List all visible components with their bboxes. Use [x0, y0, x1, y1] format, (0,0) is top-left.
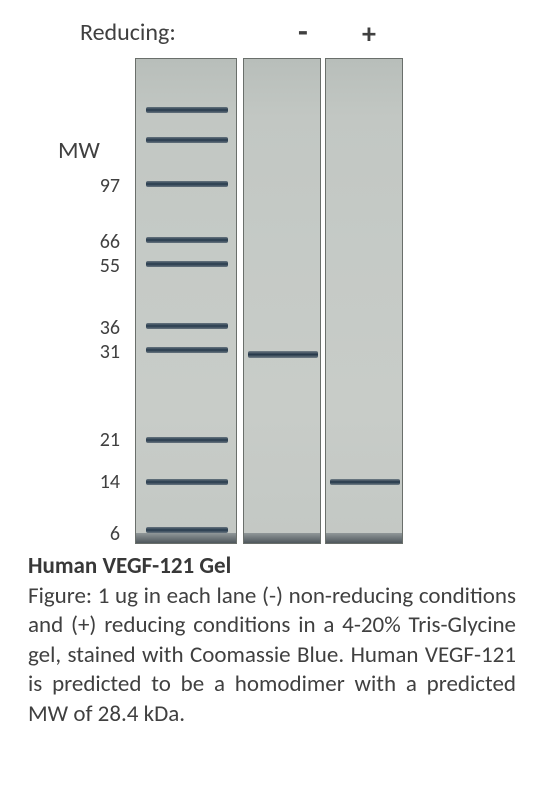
mw-tick-label: 21 [100, 428, 120, 452]
dye-front [244, 533, 320, 543]
mw-band [146, 437, 228, 443]
mw-tick-label: 14 [100, 470, 120, 494]
lane-non-reducing [243, 58, 321, 544]
mw-band [146, 137, 228, 143]
mw-band [146, 261, 228, 267]
lane-mw-marker [135, 58, 237, 544]
mw-tick-label: 66 [100, 230, 120, 254]
figure-caption: Human VEGF-121 Gel Figure: 1 ug in each … [28, 552, 516, 729]
mw-tick-label: 31 [100, 340, 120, 364]
mw-band [146, 347, 228, 353]
caption-title: Human VEGF-121 Gel [28, 552, 516, 580]
mw-tick-label: 6 [110, 522, 120, 546]
mw-band [146, 107, 228, 113]
mw-title: MW [58, 136, 100, 165]
mw-label-column: MW 97 6655 3631 21 14 6 [0, 58, 130, 544]
dye-front [136, 533, 236, 543]
dye-front [326, 533, 402, 543]
mw-tick-label: 97 [100, 174, 120, 198]
protein-band [330, 479, 400, 485]
caption-body: Figure: 1 ug in each lane (-) non-reduci… [28, 582, 516, 729]
protein-band [248, 351, 318, 358]
mw-band [146, 479, 228, 485]
non-reducing-symbol: - [298, 12, 308, 51]
lane-reducing [325, 58, 403, 544]
reducing-label: Reducing: [80, 18, 176, 47]
mw-band [146, 323, 228, 329]
mw-tick-label: 36 [100, 316, 120, 340]
mw-band [146, 181, 228, 187]
gel-image [135, 58, 415, 544]
mw-band [146, 237, 228, 243]
mw-tick-label: 55 [100, 254, 120, 278]
reducing-symbol: + [362, 16, 376, 51]
